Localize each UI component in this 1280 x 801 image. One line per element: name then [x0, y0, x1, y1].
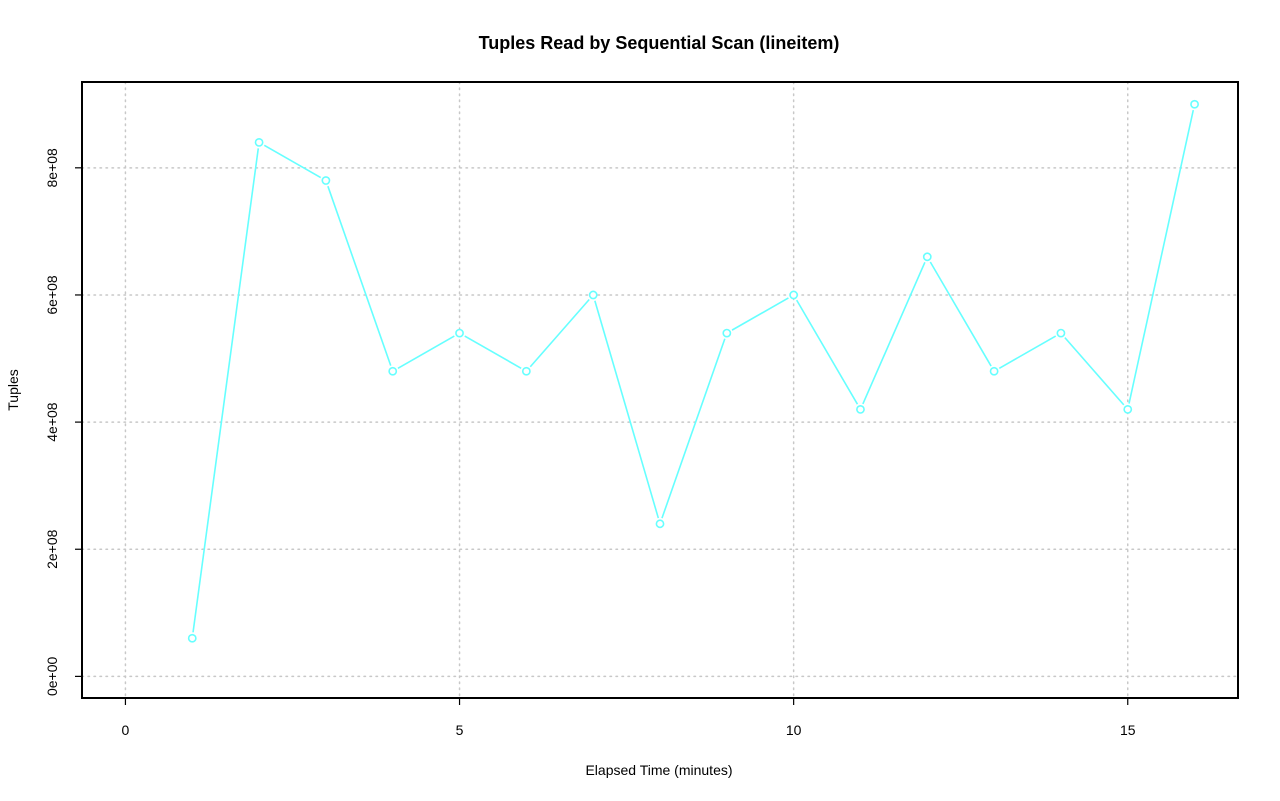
series-line-segment	[529, 298, 590, 368]
data-point	[856, 404, 865, 414]
data-point	[1190, 99, 1199, 109]
data-point	[655, 519, 665, 529]
series-line-segment	[464, 335, 522, 369]
x-tick-label: 5	[456, 722, 464, 738]
x-axis: 0 5 10 15	[122, 698, 1136, 738]
series-line-segment	[397, 335, 455, 369]
data-point	[254, 137, 264, 147]
data-point	[722, 328, 732, 338]
x-tick-label: 10	[786, 722, 802, 738]
data-point	[521, 366, 531, 376]
y-tick-label: 0e+00	[44, 657, 60, 697]
data-point	[922, 252, 932, 262]
data-point	[588, 290, 598, 300]
data-point	[1123, 404, 1133, 414]
data-point	[1056, 328, 1066, 338]
data-series	[187, 99, 1199, 643]
series-line-segment	[192, 148, 260, 633]
y-axis: 0e+00 2e+08 4e+08 6e+08 8e+08	[44, 148, 82, 696]
series-line-segment	[1128, 109, 1195, 404]
series-line-segment	[929, 261, 992, 367]
x-tick-label: 15	[1120, 722, 1136, 738]
data-point	[789, 290, 799, 300]
series-line-segment	[661, 338, 726, 519]
x-axis-label: Elapsed Time (minutes)	[585, 762, 732, 778]
data-point	[388, 366, 398, 376]
chart-title: Tuples Read by Sequential Scan (lineitem…	[479, 33, 840, 53]
data-point	[989, 366, 999, 376]
series-line-segment	[1064, 337, 1125, 406]
series-line-segment	[594, 300, 660, 519]
y-tick-label: 8e+08	[44, 148, 60, 188]
x-tick-label: 0	[122, 722, 130, 738]
y-tick-label: 2e+08	[44, 529, 60, 569]
series-line-segment	[327, 185, 392, 366]
y-tick-label: 6e+08	[44, 275, 60, 315]
series-line-segment	[263, 144, 322, 179]
y-axis-label: Tuples	[5, 369, 21, 411]
data-point	[187, 633, 197, 643]
grid	[81, 81, 1239, 699]
series-line-segment	[862, 261, 926, 405]
series-line-segment	[731, 297, 789, 331]
series-line-segment	[795, 299, 859, 405]
series-line-segment	[998, 335, 1057, 369]
plot-frame	[81, 81, 1239, 699]
y-tick-label: 4e+08	[44, 402, 60, 442]
data-point	[321, 176, 331, 185]
data-point	[455, 328, 464, 338]
